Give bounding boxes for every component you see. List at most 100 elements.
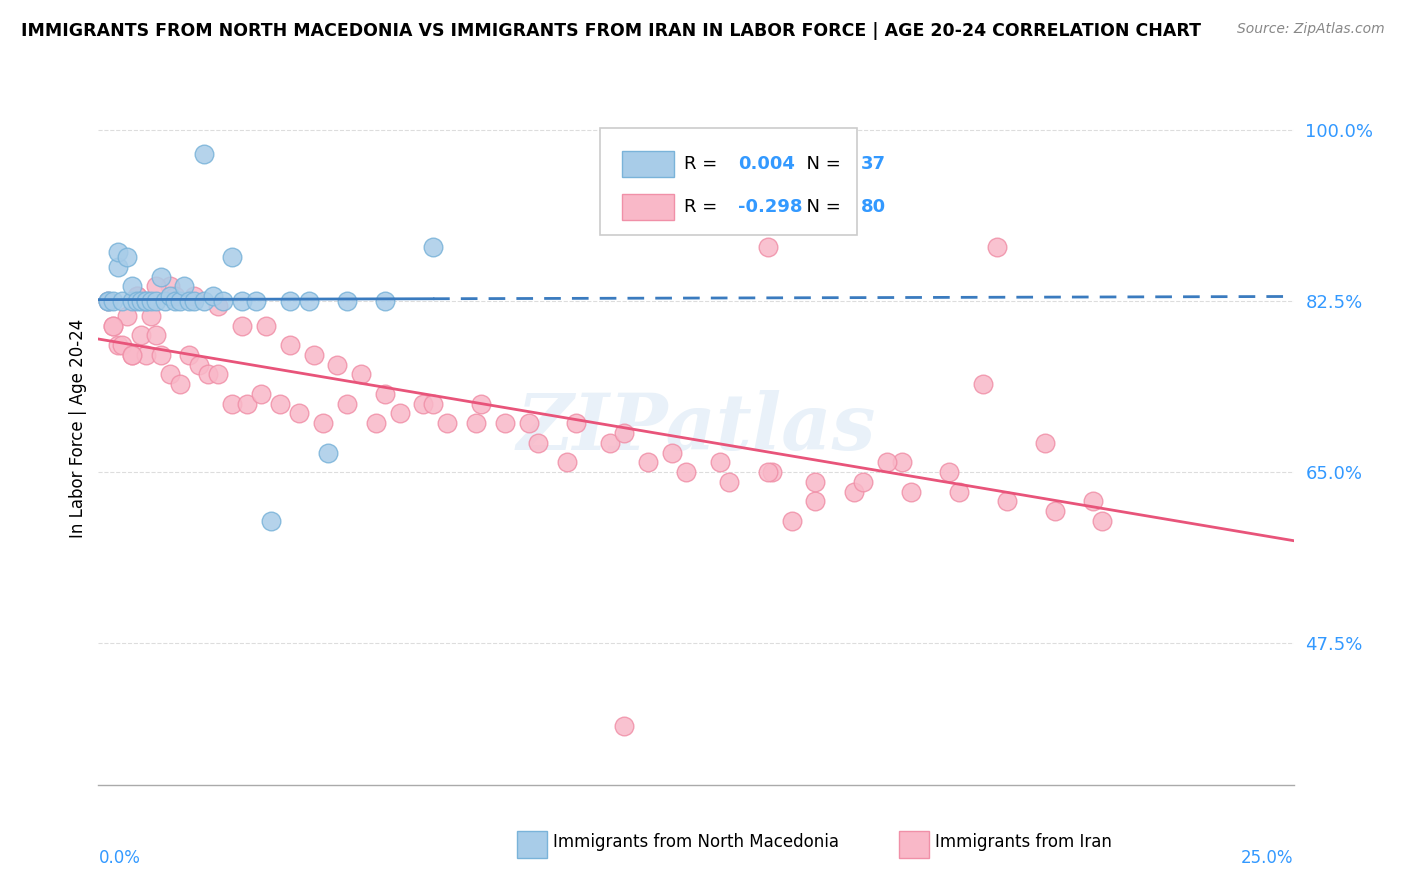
Point [245, 294, 267, 309]
Point [465, 417, 488, 431]
Text: 25.0%: 25.0% [1241, 849, 1294, 867]
Point [235, 397, 257, 411]
Point [107, 245, 129, 260]
Text: IMMIGRANTS FROM NORTH MACEDONIA VS IMMIGRANTS FROM IRAN IN LABOR FORCE | AGE 20-: IMMIGRANTS FROM NORTH MACEDONIA VS IMMIG… [21, 22, 1201, 40]
Point [374, 387, 396, 401]
Point [101, 318, 124, 333]
Point [187, 358, 209, 372]
Point [986, 240, 1008, 254]
Point [938, 465, 960, 479]
Point [149, 269, 172, 284]
Point [422, 240, 444, 254]
Point [804, 494, 827, 508]
Point [145, 328, 167, 343]
Point [139, 309, 162, 323]
Point [326, 358, 349, 372]
Point [852, 475, 875, 489]
Text: 80: 80 [860, 198, 886, 216]
Point [972, 377, 994, 392]
Point [555, 455, 578, 469]
Point [107, 338, 129, 352]
Point [145, 294, 167, 309]
Point [101, 294, 124, 309]
FancyBboxPatch shape [621, 194, 675, 219]
Point [316, 445, 339, 459]
Point [527, 435, 550, 450]
Point [278, 294, 301, 309]
Point [179, 294, 201, 309]
Point [350, 368, 373, 382]
Text: 0.004: 0.004 [738, 155, 794, 173]
Point [470, 397, 492, 411]
Point [259, 514, 281, 528]
Point [336, 294, 359, 309]
Point [1081, 494, 1104, 508]
Point [97, 294, 120, 309]
Text: ZIPatlas: ZIPatlas [516, 390, 876, 467]
Point [718, 475, 741, 489]
Point [761, 465, 783, 479]
Point [250, 387, 273, 401]
Point [211, 294, 233, 309]
Point [202, 289, 225, 303]
Point [207, 299, 229, 313]
Point [221, 250, 243, 264]
Point [163, 294, 186, 309]
Point [97, 294, 120, 309]
Point [565, 417, 588, 431]
Point [149, 348, 172, 362]
Point [637, 455, 659, 469]
FancyBboxPatch shape [600, 128, 858, 235]
Point [197, 368, 219, 382]
Point [159, 279, 181, 293]
Point [131, 294, 153, 309]
Point [599, 435, 621, 450]
Point [876, 455, 898, 469]
Point [890, 455, 912, 469]
Point [231, 294, 253, 309]
Point [115, 250, 138, 264]
Point [661, 445, 683, 459]
Point [422, 397, 444, 411]
Point [121, 279, 143, 293]
Point [842, 484, 865, 499]
Point [675, 465, 697, 479]
Point [121, 348, 143, 362]
Point [756, 465, 779, 479]
Point [139, 294, 162, 309]
Point [804, 475, 827, 489]
Point [613, 425, 636, 440]
Point [278, 338, 301, 352]
Point [302, 348, 325, 362]
Point [948, 484, 970, 499]
Point [517, 417, 540, 431]
Text: R =: R = [685, 198, 723, 216]
Point [179, 348, 201, 362]
Y-axis label: In Labor Force | Age 20-24: In Labor Force | Age 20-24 [69, 318, 87, 538]
FancyBboxPatch shape [621, 152, 675, 177]
Point [254, 318, 277, 333]
Point [288, 407, 311, 421]
Point [388, 407, 411, 421]
Point [135, 348, 157, 362]
Point [131, 328, 153, 343]
Point [159, 289, 181, 303]
Point [193, 147, 215, 161]
Point [107, 260, 129, 274]
Text: N =: N = [796, 155, 846, 173]
Point [135, 294, 157, 309]
Point [169, 294, 191, 309]
Point [756, 240, 779, 254]
Point [183, 294, 205, 309]
Point [780, 514, 803, 528]
Bar [517, 830, 547, 858]
Text: Immigrants from Iran: Immigrants from Iran [935, 833, 1112, 851]
Point [231, 318, 253, 333]
Text: Immigrants from North Macedonia: Immigrants from North Macedonia [553, 833, 838, 851]
Point [173, 279, 195, 293]
Point [900, 484, 922, 499]
Point [207, 368, 229, 382]
Point [111, 338, 134, 352]
Point [374, 294, 396, 309]
Point [159, 368, 181, 382]
